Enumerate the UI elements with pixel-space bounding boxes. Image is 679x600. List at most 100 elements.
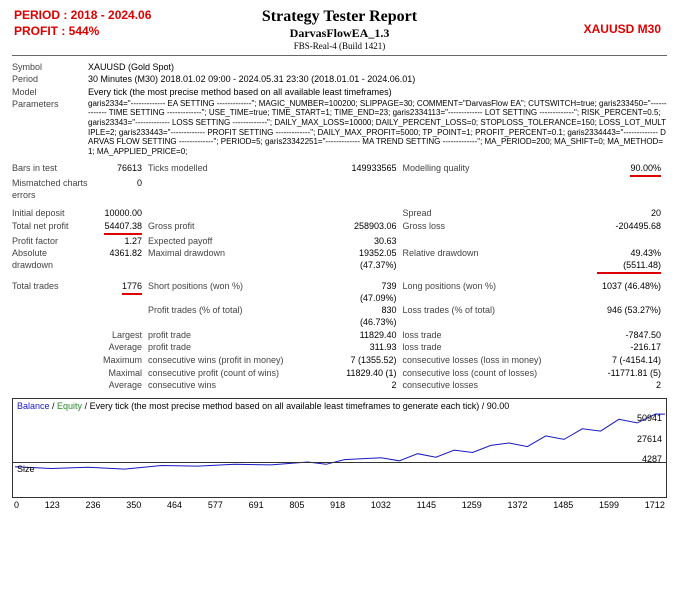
- value-pf: 1.27: [88, 236, 148, 248]
- label-largest: Largest: [88, 330, 148, 342]
- value-lgprofit: 11829.40: [343, 330, 403, 342]
- value-grossloss: -204495.68: [597, 221, 667, 235]
- xaxis-tick: 1259: [462, 500, 482, 510]
- value-ticks: 149933565: [343, 163, 403, 177]
- label-conswm: consecutive wins (profit in money): [148, 355, 343, 367]
- chart-header: Balance / Equity / Every tick (the most …: [17, 401, 509, 411]
- value-bars: 76613: [88, 163, 148, 177]
- label-avg1: Average: [88, 342, 148, 354]
- value-totaltrades: 1776: [122, 281, 142, 295]
- xaxis-tick: 1712: [645, 500, 665, 510]
- label-netprofit: Total net profit: [12, 221, 88, 235]
- value-netprofit: 54407.38: [104, 221, 142, 235]
- chart-y1: 27614: [637, 434, 662, 444]
- label-symbol: Symbol: [12, 62, 88, 73]
- label-bars: Bars in test: [12, 163, 88, 177]
- label-consw: consecutive wins: [148, 380, 343, 392]
- label-avg2: Average: [88, 380, 148, 392]
- xaxis-tick: 1599: [599, 500, 619, 510]
- label-ticks: Ticks modelled: [148, 163, 343, 177]
- value-modq: 90.00%: [630, 163, 661, 177]
- value-losspct: 946 (53.27%): [597, 305, 667, 328]
- label-losspct: Loss trades (% of total): [403, 305, 598, 328]
- label-conspc: consecutive profit (count of wins): [148, 368, 343, 380]
- balance-chart: Balance / Equity / Every tick (the most …: [12, 398, 667, 498]
- label-spread: Spread: [403, 208, 598, 220]
- label-period: Period: [12, 74, 88, 85]
- value-model: Every tick (the most precise method base…: [88, 87, 667, 98]
- label-totaltrades: Total trades: [12, 281, 88, 304]
- xaxis-tick: 1485: [553, 500, 573, 510]
- chart-balance-label: Balance: [17, 401, 50, 411]
- chart-equity-label: Equity: [57, 401, 82, 411]
- symbol-overlay: XAUUSD M30: [584, 22, 661, 36]
- label-losstrade2: loss trade: [403, 342, 598, 354]
- value-reldd: 49.43% (5511.48): [597, 248, 661, 273]
- xaxis-tick: 805: [289, 500, 304, 510]
- value-mismatched: 0: [88, 178, 148, 201]
- xaxis-tick: 918: [330, 500, 345, 510]
- value-conspc: 11829.40 (1): [343, 368, 403, 380]
- profit-overlay: PROFIT : 544%: [14, 24, 99, 38]
- label-profittrade2: profit trade: [148, 342, 343, 354]
- value-absdd: 4361.82: [88, 248, 148, 273]
- chart-svg: [13, 399, 666, 497]
- value-avgprofit: 311.93: [343, 342, 403, 354]
- label-modq: Modelling quality: [403, 163, 598, 177]
- value-conslm: 7 (-4154.14): [597, 355, 667, 367]
- label-maximal: Maximal: [88, 368, 148, 380]
- label-grossprofit: Gross profit: [148, 221, 343, 235]
- xaxis-tick: 577: [208, 500, 223, 510]
- xaxis-tick: 1032: [371, 500, 391, 510]
- server-name: FBS-Real-4 (Build 1421): [12, 41, 667, 51]
- label-conslm: consecutive losses (loss in money): [403, 355, 598, 367]
- value-avgloss: -216.17: [597, 342, 667, 354]
- label-long: Long positions (won %): [403, 281, 598, 304]
- label-grossloss: Gross loss: [403, 221, 598, 235]
- label-consl: consecutive losses: [403, 380, 598, 392]
- label-initdep: Initial deposit: [12, 208, 88, 220]
- value-consl: 2: [597, 380, 667, 392]
- xaxis-tick: 1372: [508, 500, 528, 510]
- label-reldd: Relative drawdown: [403, 248, 598, 273]
- value-initdep: 10000.00: [88, 208, 148, 220]
- chart-divider: [13, 462, 666, 463]
- value-ep: 30.63: [343, 236, 403, 248]
- label-model: Model: [12, 87, 88, 98]
- label-losstrade: loss trade: [403, 330, 598, 342]
- value-grossprofit: 258903.06: [343, 221, 403, 235]
- label-maximum: Maximum: [88, 355, 148, 367]
- ea-name: DarvasFlowEA_1.3: [12, 26, 667, 41]
- xaxis-tick: 123: [45, 500, 60, 510]
- value-conswm: 7 (1355.52): [343, 355, 403, 367]
- value-symbol: XAUUSD (Gold Spot): [88, 62, 667, 73]
- xaxis-tick: 350: [126, 500, 141, 510]
- value-spread: 20: [597, 208, 667, 220]
- period-overlay: PERIOD : 2018 - 2024.06: [14, 8, 151, 22]
- label-absdd: Absolute drawdown: [12, 248, 88, 273]
- xaxis-tick: 1145: [417, 500, 436, 510]
- value-consw: 2: [343, 380, 403, 392]
- value-profitpct: 830 (46.73%): [343, 305, 403, 328]
- chart-rest-label: / Every tick (the most precise method ba…: [82, 401, 509, 411]
- value-parameters: garis2334="------------- EA SETTING ----…: [88, 99, 667, 157]
- label-conslc: consecutive loss (count of losses): [403, 368, 598, 380]
- label-parameters: Parameters: [12, 99, 88, 110]
- label-maxdd: Maximal drawdown: [148, 248, 343, 273]
- value-conslc: -11771.81 (5): [597, 368, 667, 380]
- chart-xaxis: 0 123 236 350 464 577 691 805 918 1032 1145 1259 137…: [12, 500, 667, 510]
- xaxis-tick: 236: [86, 500, 101, 510]
- label-profittrade: profit trade: [148, 330, 343, 342]
- value-lgloss: -7847.50: [597, 330, 667, 342]
- xaxis-tick: 0: [14, 500, 19, 510]
- xaxis-tick: 691: [249, 500, 264, 510]
- chart-size-label: Size: [17, 464, 35, 474]
- value-maxdd: 19352.05 (47.37%): [343, 248, 403, 273]
- xaxis-tick: 464: [167, 500, 182, 510]
- chart-y0: 50941: [637, 413, 662, 423]
- label-pf: Profit factor: [12, 236, 88, 248]
- report-header: PERIOD : 2018 - 2024.06 PROFIT : 544% XA…: [12, 8, 667, 56]
- value-period: 30 Minutes (M30) 2018.01.02 09:00 - 2024…: [88, 74, 667, 85]
- label-mismatched: Mismatched charts errors: [12, 178, 88, 201]
- label-profitpct: Profit trades (% of total): [148, 305, 343, 328]
